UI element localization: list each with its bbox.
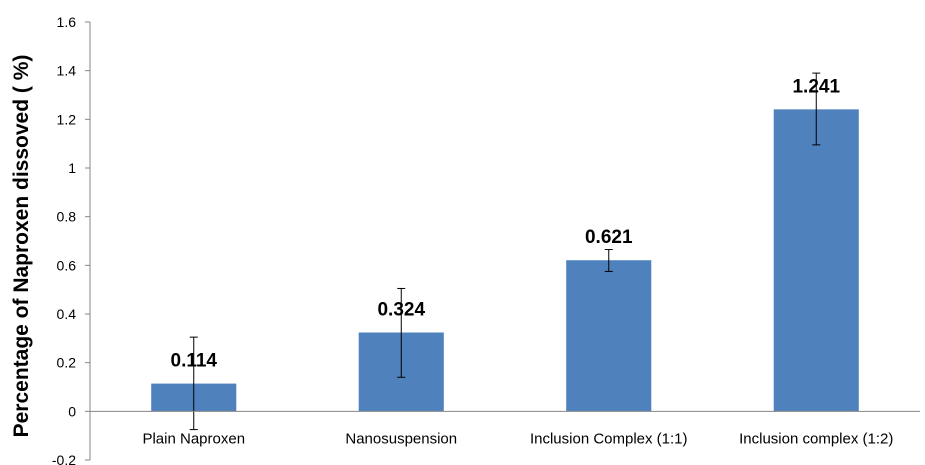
bar xyxy=(566,260,652,412)
y-tick-label: 1.6 xyxy=(57,14,77,30)
data-label: 1.241 xyxy=(792,76,840,97)
error-bars xyxy=(189,72,821,431)
data-label: 0.114 xyxy=(171,351,218,372)
y-axis-title: Percentage of Naproxen dissoved ( %) xyxy=(10,55,33,438)
x-axis: Plain Naproxen Nanosuspension Inclusion Co… xyxy=(90,410,920,447)
y-tick-label: 0.4 xyxy=(57,306,77,322)
x-tick-label: Inclusion Complex (1:1) xyxy=(530,430,688,447)
data-label: 0.324 xyxy=(377,299,425,320)
bar xyxy=(773,109,859,412)
x-tick-label: Nanosuspension xyxy=(345,430,457,447)
y-tick-label: 1.4 xyxy=(57,63,77,79)
data-label: 0.621 xyxy=(585,227,633,248)
x-tick-label: Plain Naproxen xyxy=(142,430,245,447)
y-tick-label: 0.2 xyxy=(57,355,77,371)
y-tick-label: 0.8 xyxy=(57,209,77,225)
data-labels: 0.114 0.324 0.621 1.241 xyxy=(171,76,841,371)
y-axis: -0.2 0 0.2 0.4 0.6 0.8 1 1.2 1.4 1.6 xyxy=(52,14,91,465)
y-tick-label: 0.6 xyxy=(57,257,77,273)
error-bar xyxy=(604,249,613,272)
y-tick-label: 1 xyxy=(68,160,76,176)
bars xyxy=(151,109,859,412)
error-bar xyxy=(812,72,821,146)
x-tick-label: Inclusion complex (1:2) xyxy=(739,430,893,447)
y-tick-label: -0.2 xyxy=(52,452,76,465)
y-tick-label: 0 xyxy=(68,403,76,419)
error-bar xyxy=(397,287,406,378)
y-tick-label: 1.2 xyxy=(57,111,77,127)
error-bar xyxy=(189,336,198,431)
